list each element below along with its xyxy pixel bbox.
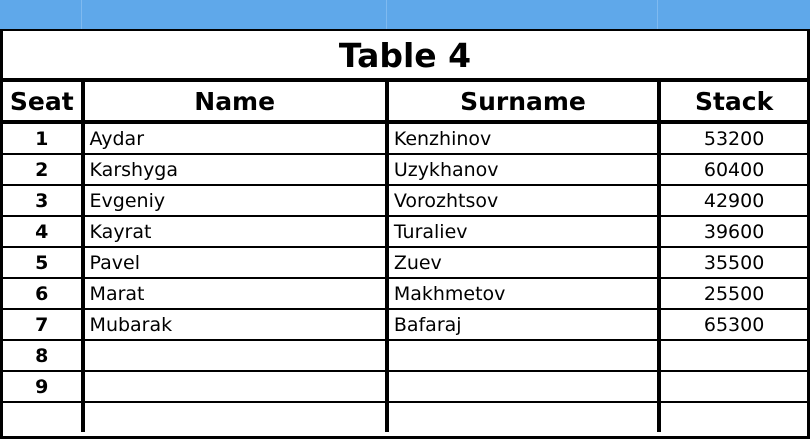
column-header-seat: Seat	[3, 82, 85, 124]
name-cell: Evgeniy	[81, 184, 389, 217]
surname-cell: Turaliev	[385, 215, 662, 248]
surname-cell	[385, 339, 662, 372]
seat-cell: 1	[3, 122, 85, 155]
name-cell: Pavel	[81, 246, 389, 279]
surname-cell: Vorozhtsov	[385, 184, 662, 217]
seat-cell: 7	[3, 308, 85, 341]
stack-cell	[658, 401, 807, 432]
table-title: Table 4	[3, 31, 807, 82]
header-bar	[0, 0, 810, 29]
grid-line	[657, 0, 658, 29]
surname-cell: Bafaraj	[385, 308, 662, 341]
seat-cell: 9	[3, 370, 85, 403]
surname-cell: Makhmetov	[385, 277, 662, 310]
seat-cell: 2	[3, 153, 85, 186]
stack-cell	[658, 339, 807, 372]
seat-cell: 3	[3, 184, 85, 217]
header-row: Seat Name Surname Stack	[3, 82, 807, 124]
seat-cell: 8	[3, 339, 85, 372]
name-cell: Kayrat	[81, 215, 389, 248]
seating-table: Table 4 Seat Name Surname Stack 1 Aydar Ke…	[0, 29, 810, 439]
stack-cell: 42900	[658, 184, 807, 217]
table-row: 4 Kayrat Turaliev 39600	[3, 215, 807, 248]
seat-table-grid: Seat Name Surname Stack 1 Aydar Kenzhinov 5…	[3, 82, 807, 432]
surname-cell	[385, 401, 662, 432]
surname-cell: Zuev	[385, 246, 662, 279]
seat-cell: 5	[3, 246, 85, 279]
seat-cell	[3, 401, 85, 432]
stack-cell: 60400	[658, 153, 807, 186]
grid-line	[386, 0, 387, 29]
stack-cell	[658, 370, 807, 403]
table-row: 2 Karshyga Uzykhanov 60400	[3, 153, 807, 186]
stack-cell: 35500	[658, 246, 807, 279]
stack-cell: 25500	[658, 277, 807, 310]
surname-cell	[385, 370, 662, 403]
table-row: 3 Evgeniy Vorozhtsov 42900	[3, 184, 807, 217]
grid-line	[81, 0, 82, 29]
column-header-stack: Stack	[658, 82, 807, 124]
table-row: 1 Aydar Kenzhinov 53200	[3, 122, 807, 155]
name-cell: Mubarak	[81, 308, 389, 341]
column-header-surname: Surname	[385, 82, 662, 124]
table-row: 7 Mubarak Bafaraj 65300	[3, 308, 807, 341]
surname-cell: Uzykhanov	[385, 153, 662, 186]
stack-cell: 53200	[658, 122, 807, 155]
seat-cell: 4	[3, 215, 85, 248]
surname-cell: Kenzhinov	[385, 122, 662, 155]
seat-cell: 6	[3, 277, 85, 310]
column-header-name: Name	[81, 82, 389, 124]
name-cell	[81, 401, 389, 432]
name-cell: Marat	[81, 277, 389, 310]
table-row: 6 Marat Makhmetov 25500	[3, 277, 807, 310]
name-cell	[81, 339, 389, 372]
name-cell: Karshyga	[81, 153, 389, 186]
name-cell: Aydar	[81, 122, 389, 155]
stack-cell: 65300	[658, 308, 807, 341]
table-row	[3, 401, 807, 432]
name-cell	[81, 370, 389, 403]
table-row: 9	[3, 370, 807, 403]
table-row: 8	[3, 339, 807, 372]
stack-cell: 39600	[658, 215, 807, 248]
table-row: 5 Pavel Zuev 35500	[3, 246, 807, 279]
